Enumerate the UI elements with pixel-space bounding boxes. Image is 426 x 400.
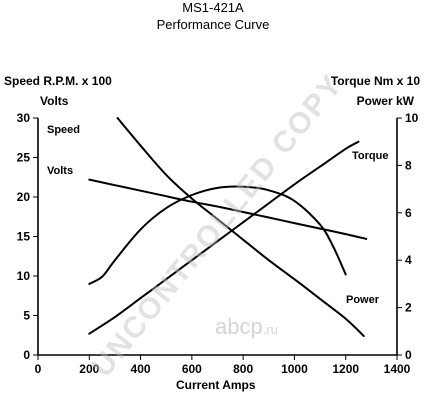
right-axis-title-torque: Torque Nm x 10 [330,74,420,88]
left-tick-label: 10 [17,269,31,283]
x-tick-label: 600 [182,362,202,376]
right-tick-label: 10 [405,111,419,125]
x-tick-label: 1000 [281,362,308,376]
chart-title: MS1-421A [182,0,244,15]
left-tick-label: 20 [17,190,31,204]
left-tick-label: 15 [17,230,31,244]
right-tick-label: 4 [405,253,412,267]
left-tick-label: 30 [17,111,31,125]
x-tick-label: 1400 [384,362,411,376]
left-tick-label: 25 [17,151,31,165]
chart-subtitle: Performance Curve [156,17,270,32]
right-tick-label: 8 [405,158,412,172]
speed-series-label: Speed [47,124,80,136]
torque-line [88,140,360,335]
speed-line [116,117,365,337]
x-axis-title: Current Amps [176,378,256,392]
right-tick-label: 2 [405,301,412,315]
x-tick-label: 0 [35,362,42,376]
x-tick-label: 200 [79,362,99,376]
right-tick-label: 0 [405,348,412,362]
right-axis-title-power: Power kW [356,94,414,108]
left-tick-label: 0 [23,348,30,362]
left-tick-label: 5 [23,309,30,323]
x-tick-label: 400 [131,362,151,376]
x-tick-label: 1200 [332,362,359,376]
volts-series-label: Volts [47,165,73,177]
power-line [88,185,347,285]
left-axis-title-speed: Speed R.P.M. x 100 [4,74,112,88]
x-tick-label: 800 [233,362,253,376]
power-series-label: Power [346,294,380,306]
torque-series-label: Torque [352,150,388,162]
right-tick-label: 6 [405,206,412,220]
left-axis-title-volts: Volts [40,94,69,108]
